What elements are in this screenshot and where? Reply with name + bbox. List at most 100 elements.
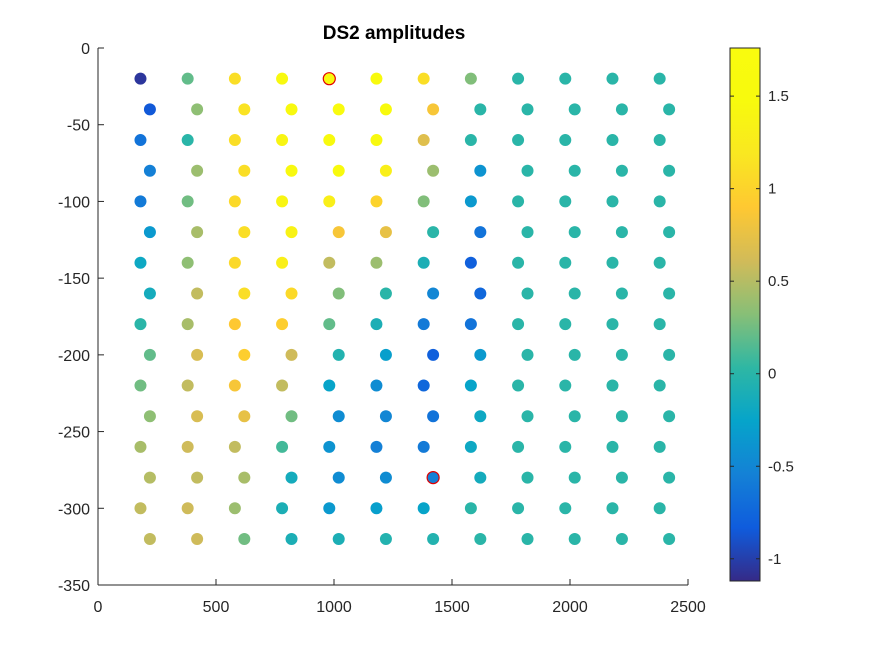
x-tick-label: 1500 xyxy=(434,599,470,616)
scatter-point xyxy=(379,287,392,300)
scatter-point xyxy=(653,502,666,515)
scatter-point xyxy=(191,103,204,116)
scatter-point xyxy=(370,134,383,147)
scatter-point xyxy=(512,134,525,147)
scatter-point xyxy=(663,348,676,361)
scatter-point xyxy=(191,471,204,484)
x-tick-label: 2500 xyxy=(670,599,706,616)
scatter-point xyxy=(464,195,477,208)
scatter-point xyxy=(181,318,194,331)
colorbar-ticks: 1.5 1 0.5 0 -0.5 -1 xyxy=(730,88,794,568)
scatter-point xyxy=(181,379,194,392)
scatter-point xyxy=(521,348,534,361)
scatter-point xyxy=(427,164,440,177)
scatter-point xyxy=(370,502,383,515)
scatter-point xyxy=(332,164,345,177)
scatter-point xyxy=(663,471,676,484)
scatter-point xyxy=(379,532,392,545)
scatter-point xyxy=(191,348,204,361)
scatter-point xyxy=(143,471,156,484)
scatter-point xyxy=(427,103,440,116)
scatter-point xyxy=(568,410,581,423)
scatter-point xyxy=(228,440,241,453)
scatter-point xyxy=(181,72,194,85)
scatter-point-highlighted xyxy=(322,72,336,86)
scatter-point xyxy=(143,103,156,116)
scatter-point xyxy=(276,72,289,85)
scatter-point xyxy=(615,471,628,484)
scatter-point xyxy=(370,256,383,269)
scatter-point xyxy=(559,379,572,392)
scatter-point xyxy=(417,134,430,147)
scatter-point xyxy=(323,440,336,453)
scatter-point xyxy=(332,103,345,116)
colorbar-tick-label: 0 xyxy=(768,366,776,383)
scatter-point xyxy=(474,410,487,423)
scatter-point xyxy=(143,287,156,300)
scatter-point xyxy=(332,287,345,300)
scatter-point xyxy=(474,471,487,484)
chart-title: DS2 amplitudes xyxy=(323,23,466,44)
scatter-point xyxy=(285,164,298,177)
axes: 0 500 1000 1500 2000 2500 0 -50 -100 -150 -200 -25… xyxy=(58,41,706,616)
scatter-point xyxy=(228,134,241,147)
scatter-point xyxy=(276,195,289,208)
scatter-point xyxy=(285,287,298,300)
scatter-point xyxy=(663,226,676,239)
scatter-point xyxy=(512,256,525,269)
scatter-point xyxy=(615,164,628,177)
scatter-point xyxy=(606,440,619,453)
scatter-point xyxy=(370,440,383,453)
y-tick-label: -150 xyxy=(58,271,90,288)
scatter-point xyxy=(134,440,147,453)
scatter-point xyxy=(228,379,241,392)
scatter-point xyxy=(474,348,487,361)
scatter-point xyxy=(474,532,487,545)
scatter-point xyxy=(568,287,581,300)
scatter-point xyxy=(379,348,392,361)
scatter-point xyxy=(512,72,525,85)
scatter-point xyxy=(238,471,251,484)
scatter-point xyxy=(143,164,156,177)
scatter-point xyxy=(238,103,251,116)
scatter-point xyxy=(134,134,147,147)
x-tick-label: 0 xyxy=(94,599,103,616)
scatter-point xyxy=(464,318,477,331)
scatter-point xyxy=(663,287,676,300)
scatter-point xyxy=(332,410,345,423)
scatter-point xyxy=(559,440,572,453)
scatter-point xyxy=(238,532,251,545)
y-tick-label: -100 xyxy=(58,194,90,211)
scatter-point xyxy=(370,318,383,331)
scatter-point xyxy=(521,164,534,177)
scatter-point xyxy=(285,410,298,423)
scatter-point xyxy=(417,72,430,85)
scatter-point xyxy=(663,164,676,177)
scatter-point xyxy=(238,164,251,177)
scatter-point xyxy=(276,502,289,515)
scatter-point xyxy=(474,103,487,116)
scatter-point xyxy=(606,379,619,392)
scatter-point xyxy=(512,318,525,331)
scatter-point xyxy=(464,72,477,85)
scatter-point xyxy=(332,226,345,239)
scatter-point xyxy=(323,379,336,392)
scatter-point xyxy=(134,256,147,269)
scatter-point xyxy=(417,195,430,208)
scatter-point xyxy=(276,134,289,147)
y-tick-label: -200 xyxy=(58,348,90,365)
scatter-point xyxy=(134,502,147,515)
scatter-point xyxy=(323,502,336,515)
scatter-point xyxy=(379,164,392,177)
scatter-point xyxy=(653,134,666,147)
scatter-point xyxy=(568,471,581,484)
scatter-point xyxy=(464,134,477,147)
scatter-point xyxy=(379,410,392,423)
scatter-point xyxy=(615,532,628,545)
scatter-point xyxy=(606,256,619,269)
colorbar-tick-label: 0.5 xyxy=(768,273,789,290)
scatter-point xyxy=(521,410,534,423)
colorbar-tick-label: 1 xyxy=(768,181,776,198)
scatter-point xyxy=(663,103,676,116)
scatter-point xyxy=(379,103,392,116)
